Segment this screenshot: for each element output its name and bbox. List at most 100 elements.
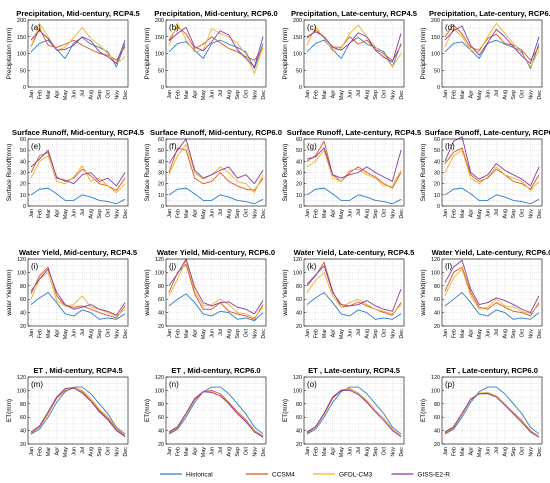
x-tick-label: Aug (365, 447, 371, 457)
panel-letter: (l) (445, 262, 452, 271)
x-tick-label: Jul (494, 447, 500, 454)
x-tick-label: Apr (54, 90, 60, 99)
x-tick-label: Jul (494, 209, 500, 216)
x-tick-label: Aug (89, 329, 95, 339)
x-tick-label: Mar (322, 90, 328, 99)
series-line-giss-e2-r (168, 26, 264, 68)
y-tick-label: 40 (20, 159, 26, 165)
y-tick-label: 80 (434, 402, 440, 408)
y-tick-label: 200 (293, 18, 302, 24)
y-tick-label: 20 (434, 182, 440, 188)
x-tick-label: Jan (443, 447, 449, 456)
series-line-historical (30, 292, 126, 320)
y-axis-label: water Yield(mm) (420, 269, 427, 316)
series-line-giss-e2-r (444, 136, 540, 187)
x-tick-label: Feb (313, 90, 319, 99)
x-tick-label: Apr (192, 90, 198, 99)
series-line-ccsm4 (444, 147, 540, 190)
legend: Historical CCSM4 GFDL-CM3 GISS-E2-R (160, 471, 450, 478)
x-tick-label: May (477, 90, 483, 100)
series-line-historical (168, 39, 264, 70)
plot-frame (303, 258, 405, 327)
series-line-giss-e2-r (306, 389, 402, 437)
x-tick-label: Feb (175, 329, 181, 338)
x-tick-label: Jun (348, 447, 354, 456)
x-tick-label: Jan (305, 447, 311, 456)
x-tick-label: May (63, 447, 69, 457)
panel-a: Precipitation, Mid-century, RCP4.5 0 50 100… (6, 9, 141, 100)
x-tick-label: Jun (348, 90, 354, 99)
x-tick-label: Nov (252, 209, 258, 219)
x-tick-label: Nov (528, 447, 534, 457)
x-tick-label: Aug (89, 447, 95, 457)
x-tick-label: May (339, 447, 345, 457)
y-tick-label: 120 (17, 257, 26, 263)
panel-n: ET , Mid-century, RCP6.0 20 40 60 80 100 120 Ja… (144, 366, 267, 457)
x-tick-label: May (477, 447, 483, 457)
x-tick-label: Sep (97, 209, 103, 219)
legend-label: GFDL-CM3 (339, 471, 373, 478)
y-tick-label: 0 (437, 204, 440, 210)
x-tick-label: Jul (356, 90, 362, 97)
y-tick-label: 10 (158, 193, 164, 199)
series-line-gfdl-cm3 (168, 259, 264, 319)
x-tick-label: Nov (252, 90, 258, 100)
panel-title: Water Yield, Mid-century, RCP6.0 (157, 248, 275, 257)
x-tick-label: Nov (114, 209, 120, 219)
panel-i: Water Yield, Mid-century, RCP4.5 20 40 60 80… (6, 248, 138, 339)
x-tick-label: Aug (227, 329, 233, 339)
series-line-historical (168, 187, 264, 205)
y-axis-label: Precipitation (mm) (282, 28, 289, 80)
x-tick-label: Feb (313, 329, 319, 338)
y-tick-label: 50 (20, 68, 26, 74)
panel-o: ET , Late-century, RCP4.5 20 40 60 80 100 120 J… (282, 366, 405, 457)
y-tick-label: 100 (17, 52, 26, 58)
y-tick-label: 50 (434, 148, 440, 154)
y-tick-label: 100 (293, 388, 302, 394)
x-tick-label: Dec (399, 447, 405, 457)
x-tick-label: Jan (443, 90, 449, 99)
panel-title: ET , Mid-century, RCP6.0 (171, 366, 260, 375)
x-tick-label: Oct (244, 90, 250, 99)
x-tick-label: Jul (218, 447, 224, 454)
y-tick-label: 60 (20, 415, 26, 421)
x-tick-label: May (339, 90, 345, 100)
y-tick-label: 100 (17, 388, 26, 394)
series-line-ccsm4 (30, 27, 126, 61)
panel-letter: (b) (169, 23, 179, 32)
panel-title: Water Yield, Late-century, RCP6.0 (432, 248, 550, 257)
series-line-historical (168, 293, 264, 322)
x-tick-label: May (201, 447, 207, 457)
y-axis-label: Surface Runoff(mm) (420, 144, 427, 201)
y-axis-label: Precipitation (mm) (144, 28, 151, 80)
series-line-historical (168, 386, 264, 435)
x-tick-label: Dec (537, 90, 543, 100)
x-tick-label: Feb (451, 329, 457, 338)
x-tick-label: Oct (520, 329, 526, 338)
x-tick-label: Nov (390, 447, 396, 457)
plot-frame (165, 258, 267, 327)
series-line-gfdl-cm3 (168, 144, 264, 194)
x-tick-label: Sep (373, 329, 379, 339)
x-tick-label: Apr (54, 447, 60, 456)
y-tick-label: 30 (296, 171, 302, 177)
x-tick-label: Sep (97, 90, 103, 100)
series-line-gfdl-cm3 (168, 22, 264, 75)
panel-letter: (p) (445, 380, 455, 389)
panel-title: Precipitation, Mid-century, RCP6.0 (154, 9, 278, 18)
series-line-historical (444, 386, 540, 435)
x-tick-label: Sep (235, 90, 241, 100)
x-tick-label: Jan (167, 209, 173, 218)
x-tick-label: Oct (520, 209, 526, 218)
panel-title: Surface Runoff, Late-century, RCP4.5 (287, 128, 422, 137)
y-tick-label: 100 (431, 270, 440, 276)
x-tick-label: Aug (227, 209, 233, 219)
y-tick-label: 50 (20, 148, 26, 154)
series-line-giss-e2-r (444, 259, 540, 314)
y-tick-label: 20 (296, 442, 302, 448)
panel-letter: (e) (31, 142, 41, 151)
x-tick-label: Dec (261, 90, 267, 100)
y-tick-label: 100 (293, 52, 302, 58)
x-tick-label: Feb (175, 209, 181, 218)
legend-label: GISS-E2-R (417, 471, 450, 478)
